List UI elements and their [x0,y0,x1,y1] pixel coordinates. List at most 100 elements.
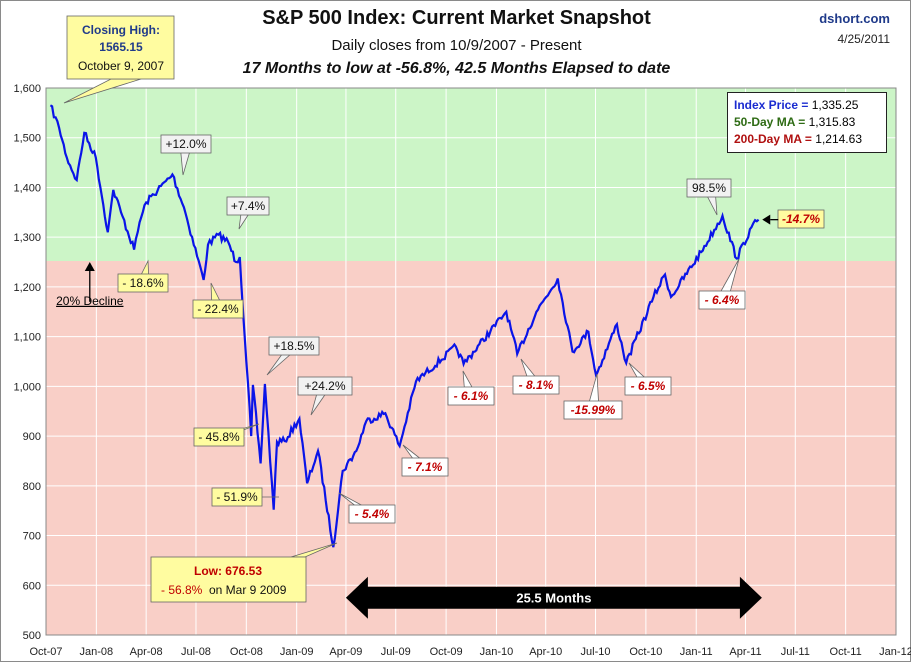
callout-box [66,15,175,80]
x-tick-label: Apr-08 [130,646,163,658]
callout-box [117,273,169,293]
x-tick-label: Oct-11 [830,646,862,658]
callout-box [150,556,307,603]
callout-box [698,290,746,310]
x-tick-label: Apr-10 [529,646,562,658]
callout-text: - 6.5% [631,379,666,393]
callout-box [563,400,623,420]
legend-index-value: 1,335.25 [811,98,859,112]
x-tick-label: Jul-09 [381,646,411,658]
x-tick-label: Jan-11 [680,646,713,658]
x-tick-label: Apr-09 [329,646,362,658]
low-percent: - 56.8% [161,583,203,597]
decline-marker: 20% Decline [56,262,124,308]
callout-text: 98.5% [692,181,726,195]
duration-arrow-label: 25.5 Months [516,591,591,606]
x-tick-label: Apr-11 [729,646,761,658]
closing-high-label: Closing High: [82,23,160,37]
legend-row-ma200: 200-Day MA = 1,214.63 [734,131,880,148]
callout-10: - 5.4% [338,492,396,524]
legend-index-label: Index Price = [734,98,809,112]
x-tick-label: Jan-12 [879,646,911,658]
callout-box [348,504,396,524]
y-tick-label: 1,300 [13,232,41,244]
callout-box [192,299,244,319]
callout-box [447,386,495,406]
callout-box [160,134,212,154]
x-tick-label: Jan-10 [480,646,514,658]
duration-arrow-shape [345,576,762,619]
callout-closing-high: Closing High: 1565.15 October 9, 2007 [63,15,175,104]
y-tick-label: 500 [23,630,41,642]
callout-1: +12.0% [160,134,212,176]
source-label: dshort.com [819,11,890,26]
callout-box [297,376,353,396]
callout-text: - 8.1% [519,378,554,392]
callout-box [624,376,672,396]
low-label: Low: 676.53 [194,564,262,578]
callout-3: +18.5% [266,336,320,376]
latest-pointer [762,214,779,225]
callout-2: +7.4% [226,196,270,230]
callout-box [401,457,449,477]
decline-label: 20% Decline [56,294,124,308]
callout-11: - 7.1% [401,444,449,477]
y-tick-label: 600 [23,580,41,592]
callout-12: - 6.1% [447,370,495,406]
callout-6: - 18.6% [117,259,169,293]
y-tick-label: 800 [23,481,41,493]
chart-summary: 17 Months to low at -56.8%, 42.5 Months … [242,60,671,77]
y-tick-label: 900 [23,431,41,443]
x-tick-label: Jul-08 [181,646,211,658]
y-tick-label: 700 [23,531,41,543]
x-tick-label: Oct-08 [230,646,263,658]
x-tick-label: Jan-08 [80,646,114,658]
plot-border [45,87,897,636]
callout-text: - 18.6% [122,276,164,290]
legend-ma50-value: 1,315.83 [808,115,856,129]
closing-high-date: October 9, 2007 [78,59,164,73]
callout-text: +24.2% [304,379,345,393]
x-tick-label: Oct-09 [430,646,463,658]
x-tick-label: Jan-09 [280,646,314,658]
callout-13: - 8.1% [512,358,560,395]
decline-arrow-head [84,262,95,272]
callout-box [226,196,270,216]
callout-text: -14.7% [782,212,820,226]
callout-box [686,178,732,198]
legend-ma200-value: 1,214.63 [815,132,862,146]
y-tick-labels: 500 600 700 800 900 1,000 1,100 1,200 1,300 1,400… [13,83,41,642]
date-label: 4/25/2011 [837,32,891,46]
callout-box [268,336,320,356]
callout-text: - 6.4% [705,293,740,307]
y-tick-label: 1,100 [13,332,41,344]
callout-text: - 6.1% [454,389,489,403]
callout-9: - 51.9% [211,487,279,507]
callout-box [193,427,245,447]
callout-text: - 45.8% [198,430,240,444]
y-tick-label: 1,200 [13,282,41,294]
y-tick-label: 1,600 [13,83,41,95]
callout-text: - 7.1% [408,460,443,474]
callout-low: Low: 676.53 - 56.8% on Mar 9 2009 [150,542,338,603]
series-line-sp500 [49,104,760,548]
callout-16: - 6.4% [698,258,746,310]
legend-box: Index Price = 1,335.25 50-Day MA = 1,315… [727,92,887,153]
callout-5: 98.5% [686,178,732,216]
low-date: on Mar 9 2009 [209,583,287,597]
callout-text: -15.99% [571,403,616,417]
callout-text: - 5.4% [355,507,390,521]
callout-7: - 22.4% [192,282,244,319]
chart-title: S&P 500 Index: Current Market Snapshot [262,7,651,29]
duration-arrow: 25.5 Months [345,576,762,619]
gridlines [45,87,897,636]
callout-text: - 51.9% [216,490,258,504]
callout-4: +24.2% [297,376,353,416]
x-tick-label: Oct-07 [29,646,62,658]
x-tick-label: Oct-10 [629,646,662,658]
callout-8: - 45.8% [193,423,260,447]
x-tick-label: Jul-11 [781,646,810,658]
latest-arrow-head [762,214,771,225]
